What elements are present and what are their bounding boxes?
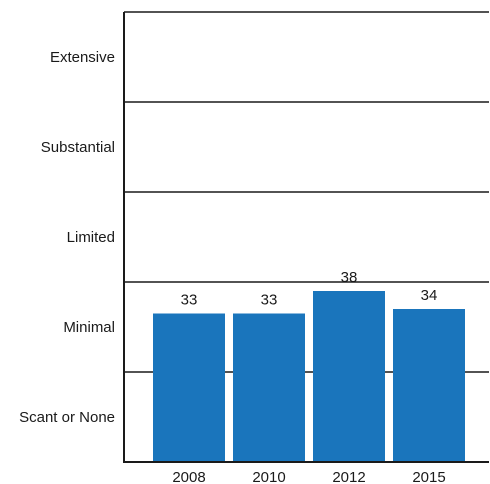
x-tick-label-2015: 2015 — [412, 469, 445, 484]
x-tick-label-2008: 2008 — [172, 469, 205, 484]
band-label-scant-or-none: Scant or None — [19, 409, 115, 426]
band-label-substantial: Substantial — [41, 139, 115, 156]
data-label-2015: 34 — [421, 287, 438, 304]
bars — [153, 291, 465, 462]
band-labels: Extensive Substantial Limited Minimal Scant … — [19, 49, 115, 426]
bar-2012 — [313, 291, 385, 462]
x-tick-label-2010: 2010 — [252, 469, 285, 484]
data-labels: 33 33 38 34 — [181, 269, 438, 309]
band-label-limited: Limited — [67, 229, 115, 246]
bar-2010 — [233, 313, 305, 462]
data-label-2010: 33 — [261, 292, 278, 309]
x-tick-labels: 2008 2010 2012 2015 — [172, 469, 445, 484]
band-label-minimal: Minimal — [63, 319, 115, 336]
bar-2015 — [393, 309, 465, 462]
bar-2008 — [153, 313, 225, 462]
data-label-2012: 38 — [341, 269, 358, 286]
data-label-2008: 33 — [181, 292, 198, 309]
band-label-extensive: Extensive — [50, 49, 115, 66]
x-tick-label-2012: 2012 — [332, 469, 365, 484]
